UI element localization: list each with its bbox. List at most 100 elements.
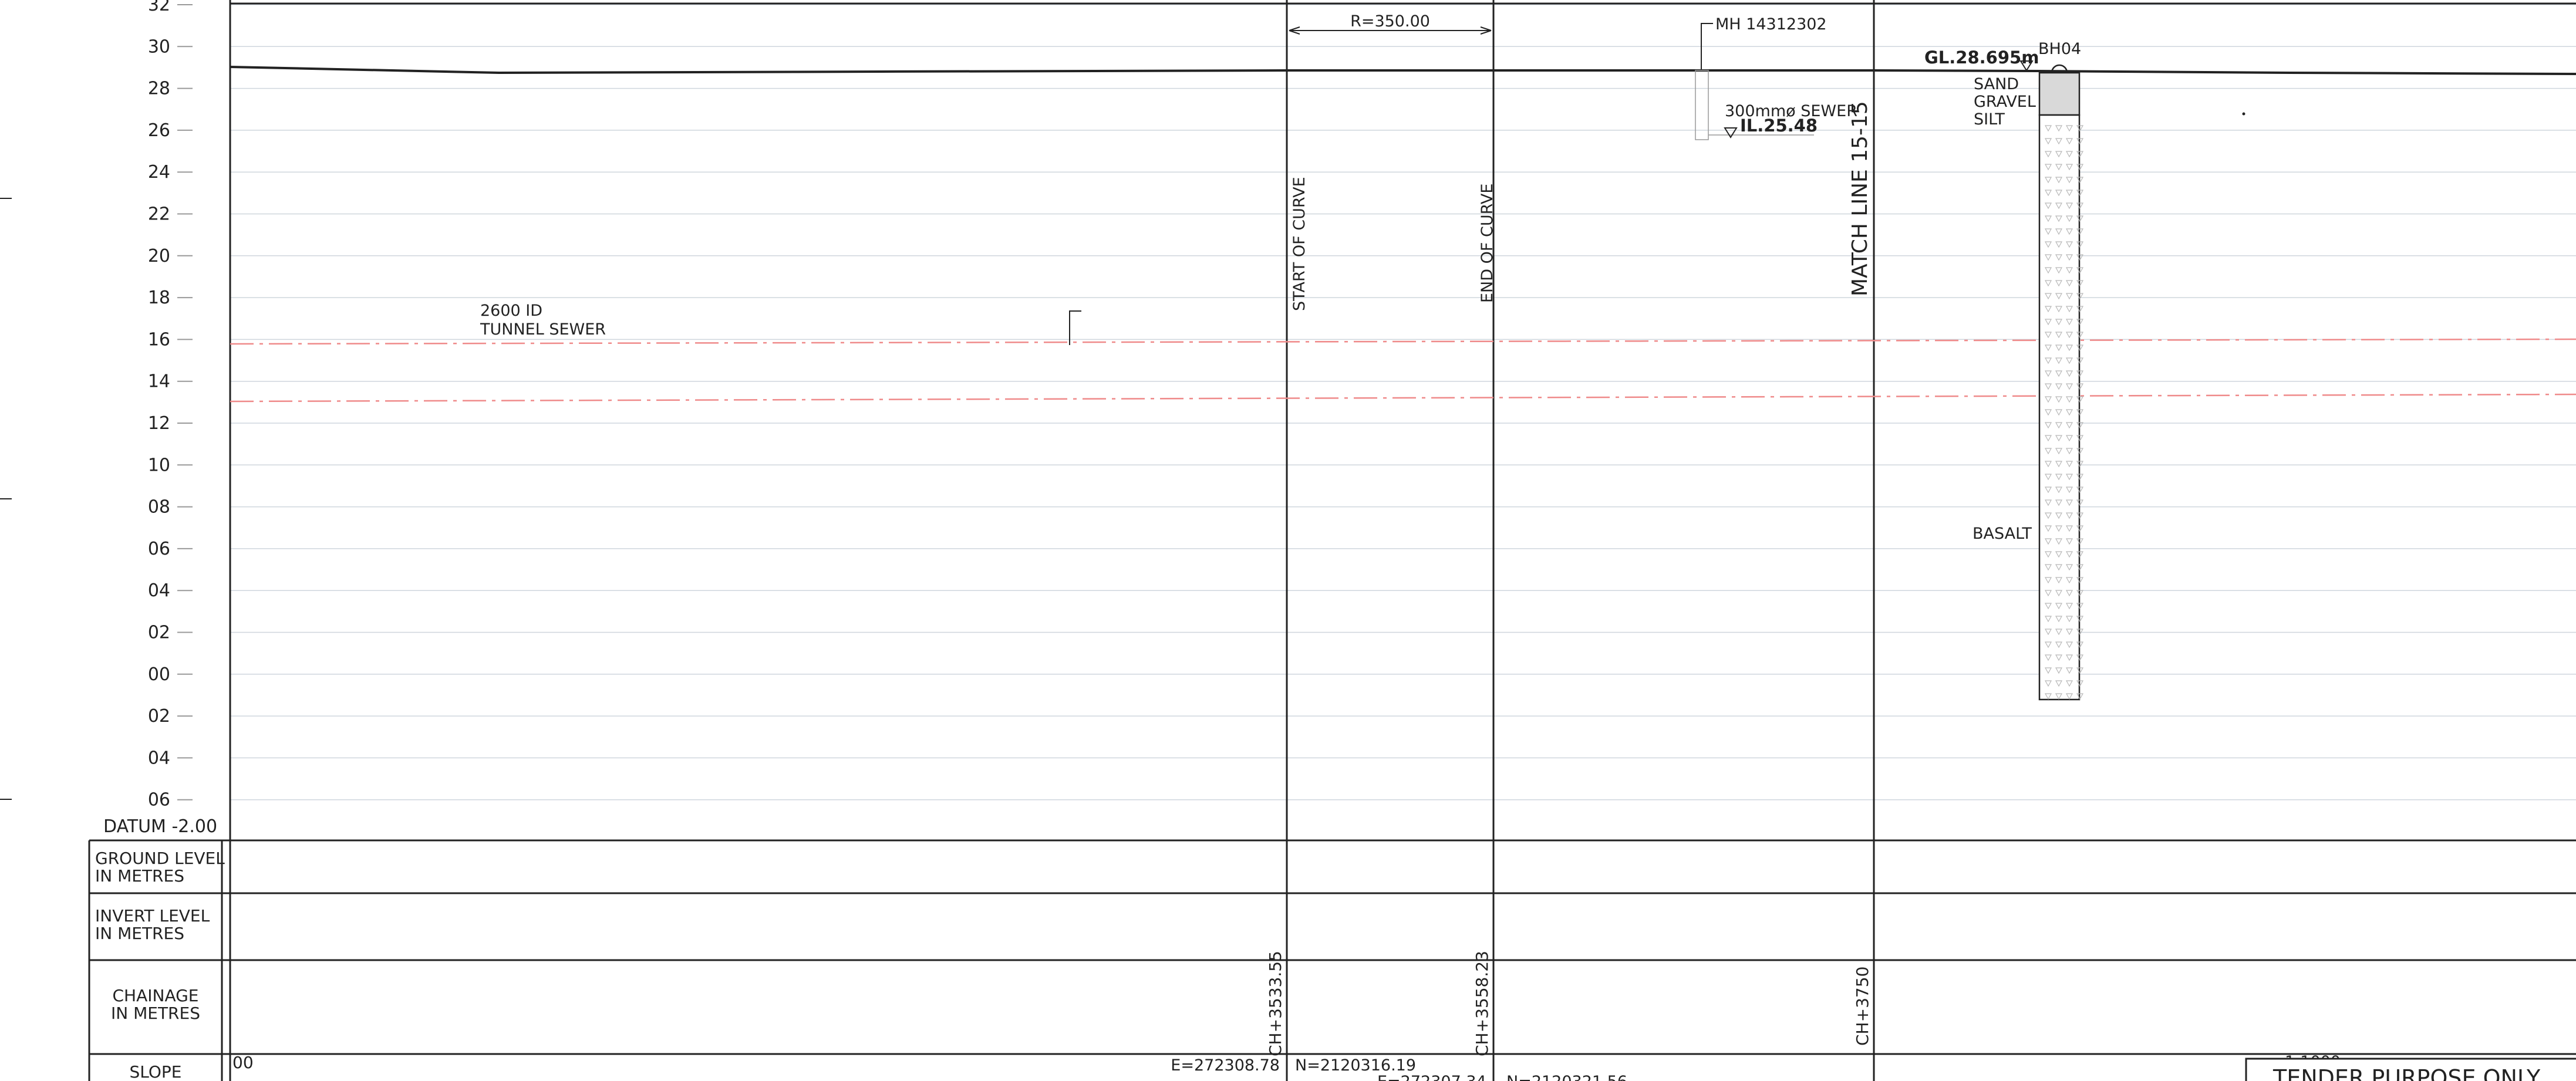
basalt-hatch-mark (2076, 654, 2084, 661)
basalt-hatch-mark (2065, 370, 2073, 377)
basalt-hatch (2044, 125, 2084, 700)
basalt-hatch-mark (2076, 396, 2084, 403)
chainage-match-line: CH+3750 (1853, 967, 1872, 1046)
basalt-hatch-mark (2044, 512, 2052, 519)
basalt-hatch-mark (2076, 370, 2084, 377)
basalt-hatch-mark (2044, 190, 2052, 197)
elevation-tick-label: 28 (148, 79, 170, 99)
invert-level-label: IL.25.48 (1740, 116, 1818, 136)
basalt-hatch-mark (2044, 228, 2052, 235)
basalt-hatch-mark (2055, 215, 2063, 222)
basalt-hatch-mark (2076, 202, 2084, 210)
basalt-hatch-mark (2044, 357, 2052, 364)
section-lines (1286, 0, 1875, 1081)
basalt-hatch-mark (2055, 267, 2063, 274)
basalt-hatch-mark (2065, 138, 2073, 145)
basalt-hatch-mark (2076, 409, 2084, 416)
basalt-hatch-mark (2044, 293, 2052, 300)
manhole-leader (1701, 23, 1713, 69)
basalt-hatch-mark (2055, 616, 2063, 623)
elevation-axis: 32 30 28 26 24 22 20 18 16 14 12 10 08 06 04 02 00 02 04 06 (148, 0, 193, 810)
basalt-hatch-mark (2044, 215, 2052, 222)
basalt-hatch-mark (2044, 654, 2052, 661)
basalt-hatch-mark (2065, 409, 2073, 416)
basalt-hatch-mark (2055, 448, 2063, 455)
table-invert-level-line1: INVERT LEVEL (95, 906, 210, 925)
basalt-hatch-mark (2065, 435, 2073, 442)
basalt-hatch-mark (2044, 332, 2052, 339)
basalt-hatch-mark (2055, 138, 2063, 145)
manhole-label: MH 14312302 (1715, 15, 1827, 33)
basalt-hatch-mark (2055, 551, 2063, 558)
basalt-hatch-mark (2076, 215, 2084, 222)
basalt-hatch-mark (2065, 280, 2073, 287)
basalt-hatch-mark (2065, 487, 2073, 494)
basalt-hatch-mark (2076, 603, 2084, 610)
basalt-hatch-mark (2065, 564, 2073, 571)
profile-frame (229, 0, 2576, 1081)
basalt-hatch-mark (2065, 396, 2073, 403)
basalt-hatch-mark (2055, 228, 2063, 235)
basalt-hatch-mark (2044, 551, 2052, 558)
elevation-tick-label: 26 (148, 120, 170, 141)
basalt-hatch-mark (2044, 538, 2052, 545)
elevation-tick-label: 02 (148, 623, 170, 643)
basalt-hatch-mark (2065, 525, 2073, 532)
basalt-hatch-mark (2055, 370, 2063, 377)
basalt-hatch-mark (2055, 654, 2063, 661)
basalt-hatch-mark (2055, 409, 2063, 416)
basalt-hatch-mark (2065, 448, 2073, 455)
elevation-tick-label: 32 (148, 0, 170, 15)
basalt-hatch-mark (2055, 319, 2063, 326)
basalt-hatch-mark (2076, 641, 2084, 648)
basalt-hatch-mark (2065, 667, 2073, 674)
tunnel-invert-line (230, 393, 2576, 403)
basalt-hatch-mark (2055, 499, 2063, 506)
basalt-hatch-mark (2044, 667, 2052, 674)
basalt-hatch-mark (2044, 525, 2052, 532)
basalt-hatch-mark (2055, 151, 2063, 158)
elevation-tick-label: 04 (148, 580, 170, 601)
basalt-hatch-mark (2065, 461, 2073, 468)
basalt-hatch-mark (2055, 603, 2063, 610)
basalt-hatch-mark (2076, 190, 2084, 197)
basalt-hatch-mark (2065, 551, 2073, 558)
end-of-curve-label: END OF CURVE (1478, 184, 1496, 303)
basalt-hatch-mark (2044, 254, 2052, 261)
elevation-tick-label: 22 (148, 204, 170, 225)
elevation-tick-label: 02 (148, 706, 170, 727)
basalt-hatch-mark (2044, 280, 2052, 287)
chainage-end-curve: CH+3558.23 (1472, 951, 1492, 1056)
chainage-start-curve: CH+3533.55 (1266, 951, 1285, 1056)
basalt-hatch-mark (2055, 641, 2063, 648)
basalt-hatch-mark (2065, 693, 2073, 700)
basalt-hatch-mark (2076, 629, 2084, 636)
basalt-hatch-mark (2065, 641, 2073, 648)
tunnel-crown-line (230, 338, 2576, 345)
basalt-hatch-mark (2044, 409, 2052, 416)
sheet-border-ticks (0, 198, 12, 800)
basalt-hatch-mark (2044, 461, 2052, 468)
basalt-hatch-mark (2055, 125, 2063, 132)
basalt-hatch-mark (2055, 293, 2063, 300)
basalt-hatch-mark (2065, 215, 2073, 222)
basalt-hatch-mark (2065, 267, 2073, 274)
basalt-hatch-mark (2076, 474, 2084, 481)
basalt-hatch-mark (2076, 319, 2084, 326)
elevation-tick-label: 04 (148, 748, 170, 768)
basalt-hatch-mark (2076, 177, 2084, 184)
basalt-hatch-mark (2044, 241, 2052, 248)
basalt-hatch-mark (2076, 125, 2084, 132)
basalt-hatch-mark (2044, 306, 2052, 313)
match-line-label: MATCH LINE 15-15 (1848, 101, 1872, 296)
data-table (88, 839, 2576, 1081)
basalt-hatch-mark (2076, 499, 2084, 506)
basalt-hatch-mark (2065, 228, 2073, 235)
basalt-hatch-mark (2065, 241, 2073, 248)
sewer-300-label: 300mmø SEWER (1725, 102, 1857, 120)
elevation-tick-label: 14 (148, 371, 170, 392)
basalt-hatch-mark (2055, 280, 2063, 287)
basalt-hatch-mark (2065, 629, 2073, 636)
northing-1: N=2120316.19 (1295, 1056, 1416, 1075)
borehole-upper-strata (2038, 72, 2081, 116)
